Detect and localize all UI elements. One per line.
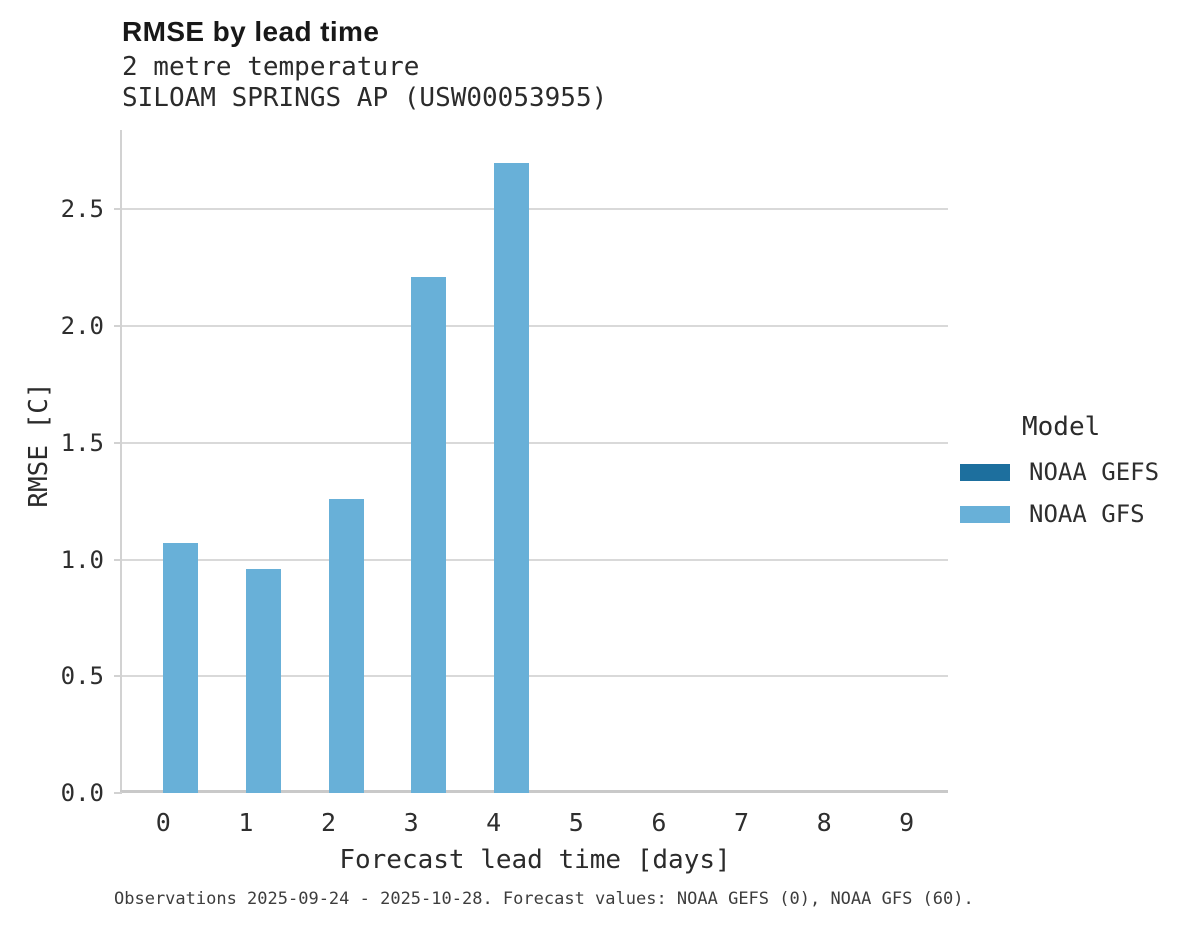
legend-swatch-noaa-gfs bbox=[960, 505, 1010, 523]
bar-noaa-gfs-4 bbox=[493, 162, 529, 793]
y-axis-tick-0.0 bbox=[114, 792, 122, 794]
y-axis-tick-2.0 bbox=[114, 325, 122, 328]
plot-area bbox=[122, 130, 948, 793]
gridline-y-1.5 bbox=[122, 441, 948, 444]
x-tick-label-2: 2 bbox=[320, 808, 337, 837]
x-tick-label-7: 7 bbox=[733, 808, 750, 837]
legend-title: Model bbox=[1022, 412, 1101, 442]
x-axis-line bbox=[120, 790, 948, 793]
gridline-y-2.0 bbox=[122, 325, 948, 328]
x-axis-title: Forecast lead time [days] bbox=[339, 845, 731, 875]
gridline-y-2.5 bbox=[122, 208, 948, 211]
gridline-y-1.0 bbox=[122, 558, 948, 561]
legend-label-noaa-gefs: NOAA GEFS bbox=[1029, 458, 1160, 486]
y-tick-label-1.0: 1.0 bbox=[60, 545, 104, 574]
subtitle-line-2: SILOAM SPRINGS AP (USW00053955) bbox=[122, 83, 608, 113]
y-axis-tick-0.5 bbox=[114, 675, 122, 678]
y-tick-label-2.5: 2.5 bbox=[60, 195, 104, 224]
legend-label-noaa-gfs: NOAA GFS bbox=[1029, 500, 1145, 528]
x-tick-label-6: 6 bbox=[651, 808, 667, 837]
y-axis-tick-1.5 bbox=[114, 441, 122, 444]
bar-noaa-gfs-0 bbox=[163, 543, 199, 793]
caption: Observations 2025-09-24 - 2025-10-28. Fo… bbox=[114, 889, 974, 909]
bar-noaa-gfs-3 bbox=[411, 277, 447, 793]
legend-entry-noaa-gfs: NOAA GFS bbox=[960, 500, 1188, 528]
bar-noaa-gfs-2 bbox=[328, 498, 364, 793]
gridline-y-0.5 bbox=[122, 675, 948, 678]
bar-noaa-gfs-1 bbox=[245, 568, 281, 793]
x-tick-label-1: 1 bbox=[238, 808, 254, 837]
x-tick-label-8: 8 bbox=[816, 808, 832, 837]
chart-subtitle: 2 metre temperature SILOAM SPRINGS AP (US… bbox=[122, 52, 607, 114]
page-title: RMSE by lead time bbox=[122, 16, 380, 47]
x-tick-label-5: 5 bbox=[568, 808, 584, 837]
y-tick-label-2.0: 2.0 bbox=[60, 312, 104, 341]
y-tick-label-0.0: 0.0 bbox=[60, 779, 104, 807]
x-tick-label-4: 4 bbox=[486, 808, 502, 837]
x-tick-label-9: 9 bbox=[899, 808, 915, 837]
y-axis-tick-2.5 bbox=[114, 208, 122, 211]
y-tick-label-0.5: 0.5 bbox=[60, 662, 104, 691]
legend: Model NOAA GEFS NOAA GFS bbox=[960, 412, 1188, 528]
legend-swatch-noaa-gefs bbox=[960, 463, 1010, 481]
subtitle-line-1: 2 metre temperature bbox=[122, 52, 420, 82]
y-axis-line bbox=[120, 130, 122, 793]
y-tick-label-1.5: 1.5 bbox=[60, 428, 104, 457]
y-axis-tick-1.0 bbox=[114, 558, 122, 561]
legend-entry-noaa-gefs: NOAA GEFS bbox=[960, 458, 1188, 486]
x-tick-label-3: 3 bbox=[403, 808, 419, 837]
x-tick-label-0: 0 bbox=[155, 808, 171, 837]
